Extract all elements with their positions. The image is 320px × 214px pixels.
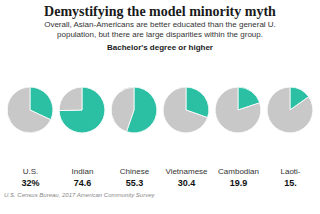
- svg-text:Indian: Indian: [72, 167, 94, 176]
- svg-text:Vietnamese: Vietnamese: [165, 167, 208, 176]
- html-text:Bachelor's degree or higher: Bachelor's degree or higher: [107, 43, 213, 52]
- html-text:population, but there are larg: population, but there are large disparit…: [57, 30, 263, 39]
- svg-text:Cambodian: Cambodian: [218, 167, 259, 176]
- html-text:Overall, Asian-Americans are b: Overall, Asian-Americans are better educ…: [44, 20, 276, 29]
- svg-text:19.9: 19.9: [230, 178, 248, 188]
- html-text:Demystifying the model minorit: Demystifying the model minority myth: [44, 4, 276, 19]
- svg-text:U.S.: U.S.: [23, 167, 39, 176]
- svg-text:30.4: 30.4: [178, 178, 196, 188]
- svg-text:74.6: 74.6: [74, 178, 92, 188]
- svg-text:Chinese: Chinese: [120, 167, 150, 176]
- html-text:U.S. Census Bureau, 2017 Ameri: U.S. Census Bureau, 2017 American Commun…: [4, 192, 155, 198]
- svg-text:Laoti-: Laoti-: [280, 167, 300, 176]
- svg-text:55.3: 55.3: [126, 178, 144, 188]
- svg-text:15.: 15.: [284, 178, 297, 188]
- svg-text:32%: 32%: [21, 178, 39, 188]
